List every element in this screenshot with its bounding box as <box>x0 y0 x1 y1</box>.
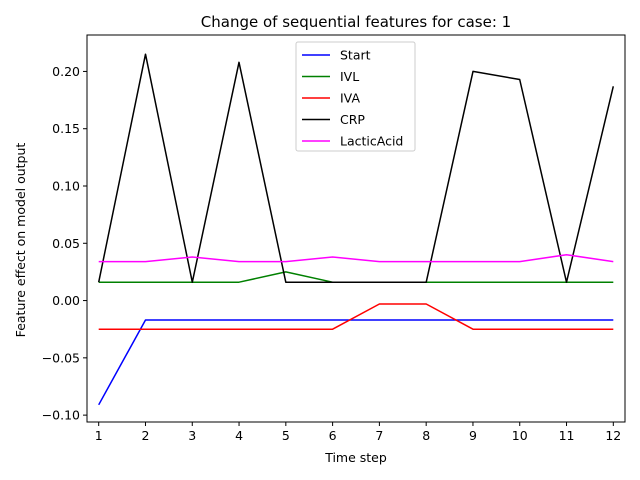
x-tick-label: 3 <box>188 428 196 443</box>
x-tick-label: 5 <box>282 428 290 443</box>
y-tick-label: 0.00 <box>52 293 80 308</box>
series-line-start <box>98 319 614 406</box>
x-tick-label: 2 <box>142 428 150 443</box>
y-tick-label: 0.05 <box>52 236 80 251</box>
x-tick-label: 7 <box>375 428 383 443</box>
y-tick-label: −0.05 <box>42 350 80 365</box>
legend-label-ivl: IVL <box>340 69 359 84</box>
y-tick-label: 0.15 <box>52 121 80 136</box>
x-tick-label: 8 <box>422 428 430 443</box>
x-tick-label: 12 <box>605 428 621 443</box>
x-tick-label: 4 <box>235 428 243 443</box>
y-axis-title: Feature effect on model output <box>13 143 28 338</box>
legend-label-lacticacid: LacticAcid <box>340 134 403 149</box>
x-axis-ticks: 1 2 3 4 5 6 7 8 9 10 11 12 <box>95 422 621 443</box>
chart-title: Change of sequential features for case: … <box>201 13 511 31</box>
legend-label-crp: CRP <box>340 112 365 127</box>
legend-label-iva: IVA <box>340 91 360 106</box>
series-line-iva <box>98 303 614 330</box>
y-axis-ticks: −0.10 −0.05 0.00 0.05 0.10 0.15 0.20 <box>42 64 87 423</box>
series-line-lacticacid <box>98 253 614 263</box>
legend: Start IVL IVA CRP LacticAcid <box>295 41 416 152</box>
x-tick-label: 11 <box>559 428 575 443</box>
x-tick-label: 1 <box>95 428 103 443</box>
legend-box <box>295 41 416 152</box>
y-tick-label: −0.10 <box>42 408 80 423</box>
plot-series-group <box>97 53 615 406</box>
x-tick-label: 9 <box>469 428 477 443</box>
y-tick-label: 0.20 <box>52 64 80 79</box>
plot-area-frame <box>86 34 626 423</box>
x-axis-title: Time step <box>324 450 387 465</box>
legend-label-start: Start <box>340 48 371 63</box>
x-tick-label: 10 <box>512 428 528 443</box>
x-tick-label: 6 <box>329 428 337 443</box>
series-line-crp <box>97 53 615 283</box>
y-tick-label: 0.10 <box>52 178 80 193</box>
